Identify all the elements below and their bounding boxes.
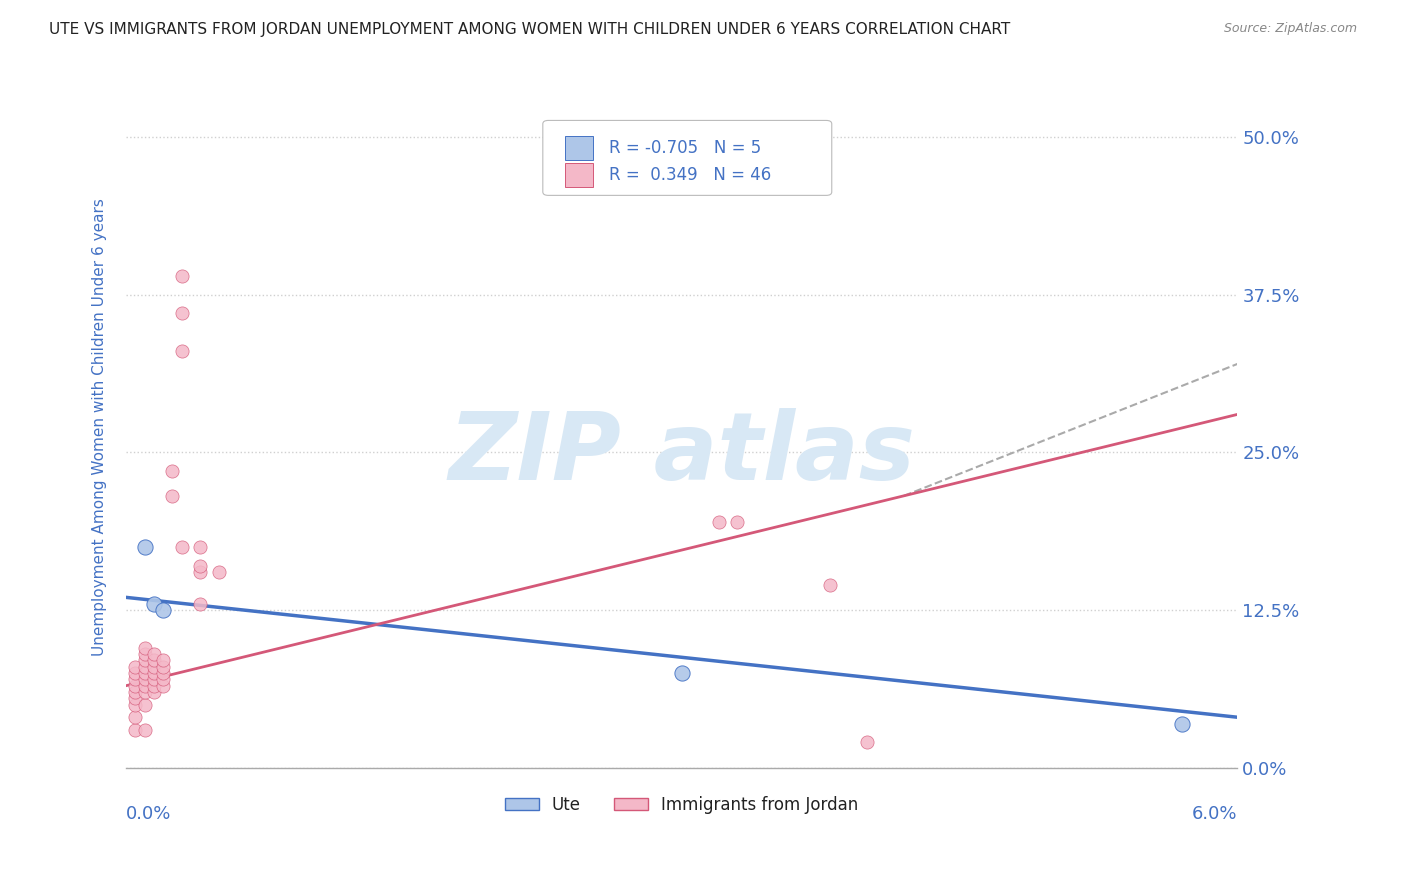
Point <box>152 653 174 667</box>
Point <box>856 735 879 749</box>
Point <box>1171 716 1194 731</box>
Point <box>134 698 156 712</box>
Point <box>671 666 693 681</box>
Point <box>152 603 174 617</box>
Point <box>188 565 211 579</box>
Text: Source: ZipAtlas.com: Source: ZipAtlas.com <box>1223 22 1357 36</box>
Point <box>142 679 165 693</box>
Point <box>124 698 146 712</box>
Legend: Ute, Immigrants from Jordan: Ute, Immigrants from Jordan <box>499 789 865 821</box>
FancyBboxPatch shape <box>543 120 832 195</box>
Point <box>208 565 231 579</box>
Point <box>188 540 211 554</box>
Point <box>124 673 146 687</box>
Point <box>134 723 156 737</box>
Point <box>134 666 156 681</box>
Point <box>124 679 146 693</box>
Point <box>134 647 156 661</box>
Point <box>162 464 184 478</box>
Point <box>142 647 165 661</box>
Point <box>188 558 211 573</box>
Text: R =  0.349   N = 46: R = 0.349 N = 46 <box>609 166 772 184</box>
Point <box>162 490 184 504</box>
Point <box>188 597 211 611</box>
Point <box>170 268 193 283</box>
Point <box>124 659 146 673</box>
Point <box>124 685 146 699</box>
Point <box>124 691 146 706</box>
Point <box>142 673 165 687</box>
Point <box>142 597 165 611</box>
Point <box>134 659 156 673</box>
Point <box>818 578 841 592</box>
Point <box>142 685 165 699</box>
Point <box>142 659 165 673</box>
Text: UTE VS IMMIGRANTS FROM JORDAN UNEMPLOYMENT AMONG WOMEN WITH CHILDREN UNDER 6 YEA: UTE VS IMMIGRANTS FROM JORDAN UNEMPLOYME… <box>49 22 1011 37</box>
Point <box>134 685 156 699</box>
Point <box>152 666 174 681</box>
Point <box>134 679 156 693</box>
Point <box>124 723 146 737</box>
Text: 6.0%: 6.0% <box>1192 805 1237 823</box>
Text: 0.0%: 0.0% <box>127 805 172 823</box>
Point <box>725 515 748 529</box>
Text: ZIP atlas: ZIP atlas <box>449 409 915 500</box>
Point <box>170 344 193 359</box>
Text: R = -0.705   N = 5: R = -0.705 N = 5 <box>609 138 762 157</box>
Bar <box>565 136 593 160</box>
Point <box>134 673 156 687</box>
Point <box>152 673 174 687</box>
Point <box>170 306 193 320</box>
Point <box>152 659 174 673</box>
Point <box>124 666 146 681</box>
Point <box>134 653 156 667</box>
Point <box>170 540 193 554</box>
Bar <box>565 163 593 186</box>
Point <box>134 640 156 655</box>
Y-axis label: Unemployment Among Women with Children Under 6 years: Unemployment Among Women with Children U… <box>93 198 107 656</box>
Point <box>142 653 165 667</box>
Point <box>124 710 146 724</box>
Point <box>142 666 165 681</box>
Point <box>134 540 156 554</box>
Point <box>152 679 174 693</box>
Point <box>707 515 730 529</box>
